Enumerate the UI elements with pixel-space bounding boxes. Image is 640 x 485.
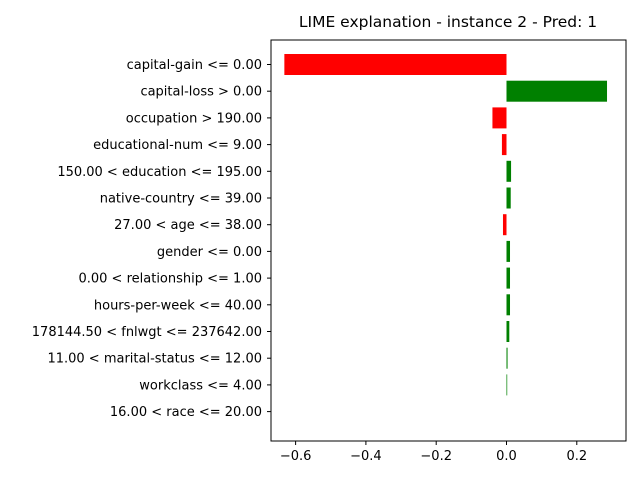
x-tick-label-4: 0.2: [566, 449, 587, 464]
x-tick-label-0: −0.6: [280, 449, 312, 464]
bar-11: [506, 347, 508, 369]
y-tick-label-3: educational-num <= 9.00: [93, 138, 262, 153]
y-tick-labels: capital-gain <= 0.00 capital-loss > 0.00 o…: [32, 58, 271, 420]
y-tick-label-4: 150.00 < education <= 195.00: [57, 165, 262, 180]
y-tick-label-5: native-country <= 39.00: [100, 192, 262, 207]
y-tick-label-12: workclass <= 4.00: [139, 378, 262, 393]
bar-10: [506, 321, 510, 342]
y-tick-label-9: hours-per-week <= 40.00: [94, 298, 262, 313]
y-tick-label-7: gender <= 0.00: [157, 245, 262, 260]
plot-frame: [270, 39, 627, 442]
chart-title: LIME explanation - instance 2 - Pred: 1: [299, 13, 597, 31]
bar-12: [506, 374, 508, 396]
y-tick-label-6: 27.00 < age <= 38.00: [114, 218, 262, 233]
bar-8: [506, 267, 511, 289]
bar-4: [506, 160, 512, 182]
bar-0: [284, 54, 507, 75]
x-tick-label-3: 0.0: [496, 449, 517, 464]
y-tick-label-10: 178144.50 < fnlwgt <= 237642.00: [32, 325, 262, 340]
y-tick-label-0: capital-gain <= 0.00: [127, 58, 262, 73]
bar-9: [506, 294, 511, 316]
bar-3: [501, 134, 507, 156]
y-tick-label-13: 16.00 < race <= 20.00: [110, 405, 262, 420]
y-tick-label-8: 0.00 < relationship <= 1.00: [78, 272, 262, 287]
bar-2: [492, 107, 507, 129]
y-tick-label-11: 11.00 < marital-status <= 12.00: [47, 352, 262, 367]
x-tick-label-1: −0.4: [350, 449, 382, 464]
bars-group: [284, 54, 608, 396]
bar-5: [506, 187, 511, 209]
bar-7: [506, 240, 511, 262]
y-tick-label-1: capital-loss > 0.00: [140, 85, 262, 100]
bar-6: [502, 214, 507, 236]
x-axis: −0.6 −0.4 −0.2 0.0 0.2: [280, 441, 587, 464]
x-tick-label-2: −0.2: [420, 449, 452, 464]
y-tick-label-2: occupation > 190.00: [126, 111, 262, 126]
bar-1: [506, 80, 608, 102]
